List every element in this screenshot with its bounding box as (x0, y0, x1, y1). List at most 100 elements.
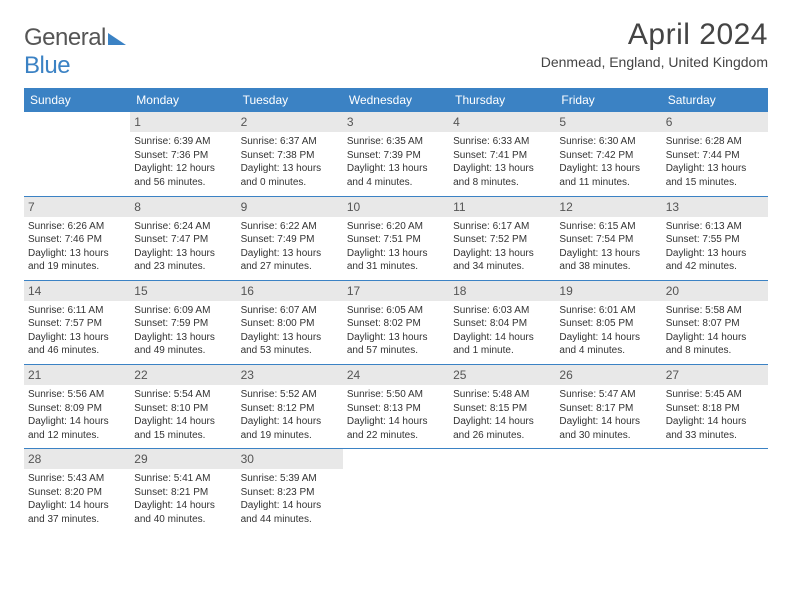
daylight-text: and 27 minutes. (241, 260, 339, 274)
location: Denmead, England, United Kingdom (541, 54, 768, 70)
daylight-text: and 22 minutes. (347, 429, 445, 443)
calendar-cell: 20Sunrise: 5:58 AMSunset: 8:07 PMDayligh… (662, 280, 768, 364)
daylight-text: and 49 minutes. (134, 344, 232, 358)
sunrise-text: Sunrise: 6:05 AM (347, 304, 445, 318)
calendar-cell: 18 Sunrise: 6:03 AMSunset: 8:04 PMDayligh… (449, 280, 555, 364)
day-number: 8 (130, 197, 236, 217)
daylight-text: Daylight: 14 hours (347, 415, 445, 429)
calendar-cell: 21Sunrise: 5:56 AMSunset: 8:09 PMDayligh… (24, 364, 130, 448)
calendar-cell: 14Sunrise: 6:11 AMSunset: 7:57 PMDayligh… (24, 280, 130, 364)
sunrise-text: Sunrise: 6:28 AM (666, 135, 764, 149)
calendar-cell: 25Sunrise: 5:48 AMSunset: 8:15 PMDayligh… (449, 364, 555, 448)
daylight-text: Daylight: 13 hours (241, 162, 339, 176)
daylight-text: and 57 minutes. (347, 344, 445, 358)
logo-part2: Blue (24, 52, 70, 79)
daylight-text: Daylight: 13 hours (453, 162, 551, 176)
calendar-cell: 2Sunrise: 6:37 AMSunset: 7:38 PMDaylight… (237, 112, 343, 196)
daylight-text: Daylight: 13 hours (347, 247, 445, 261)
sunset-text: Sunset: 7:47 PM (134, 233, 232, 247)
daylight-text: and 0 minutes. (241, 176, 339, 190)
sunrise-text: Sunrise: 6:13 AM (666, 220, 764, 234)
day-number: 19 (555, 281, 661, 301)
calendar-week-row: 21Sunrise: 5:56 AMSunset: 8:09 PMDayligh… (24, 364, 768, 448)
daylight-text: Daylight: 14 hours (453, 331, 551, 345)
sunrise-text: Sunrise: 6:37 AM (241, 135, 339, 149)
sunset-text: Sunset: 7:49 PM (241, 233, 339, 247)
weekday-header: Tuesday (237, 88, 343, 112)
daylight-text: Daylight: 14 hours (666, 415, 764, 429)
daylight-text: Daylight: 14 hours (28, 415, 126, 429)
calendar-cell: 26Sunrise: 5:47 AMSunset: 8:17 PMDayligh… (555, 364, 661, 448)
day-number: 20 (662, 281, 768, 301)
sunrise-text: Sunrise: 6:17 AM (453, 220, 551, 234)
sunset-text: Sunset: 8:04 PM (453, 317, 551, 331)
sunrise-text: Sunrise: 6:35 AM (347, 135, 445, 149)
calendar-cell: 28Sunrise: 5:43 AMSunset: 8:20 PMDayligh… (24, 449, 130, 533)
daylight-text: Daylight: 14 hours (28, 499, 126, 513)
day-number: 28 (24, 449, 130, 469)
calendar-cell (662, 449, 768, 533)
sunrise-text: Sunrise: 5:41 AM (134, 472, 232, 486)
calendar-cell: 12Sunrise: 6:15 AMSunset: 7:54 PMDayligh… (555, 196, 661, 280)
daylight-text: Daylight: 14 hours (559, 415, 657, 429)
daylight-text: Daylight: 12 hours (134, 162, 232, 176)
weekday-header: Saturday (662, 88, 768, 112)
sunrise-text: Sunrise: 5:45 AM (666, 388, 764, 402)
sunrise-text: Sunrise: 6:09 AM (134, 304, 232, 318)
sunrise-text: Sunrise: 5:56 AM (28, 388, 126, 402)
sunset-text: Sunset: 7:42 PM (559, 149, 657, 163)
header: General Blue April 2024 Denmead, England… (24, 18, 768, 80)
day-number: 24 (343, 365, 449, 385)
calendar-body: 1Sunrise: 6:39 AMSunset: 7:36 PMDaylight… (24, 112, 768, 533)
sunrise-text: Sunrise: 5:54 AM (134, 388, 232, 402)
weekday-header: Wednesday (343, 88, 449, 112)
daylight-text: and 31 minutes. (347, 260, 445, 274)
calendar-cell: 24Sunrise: 5:50 AMSunset: 8:13 PMDayligh… (343, 364, 449, 448)
day-number: 9 (237, 197, 343, 217)
sunrise-text: Sunrise: 5:39 AM (241, 472, 339, 486)
sunset-text: Sunset: 7:36 PM (134, 149, 232, 163)
calendar-cell: 10Sunrise: 6:20 AMSunset: 7:51 PMDayligh… (343, 196, 449, 280)
calendar-cell: 23Sunrise: 5:52 AMSunset: 8:12 PMDayligh… (237, 364, 343, 448)
sunrise-text: Sunrise: 6:30 AM (559, 135, 657, 149)
sunrise-text: Sunrise: 5:43 AM (28, 472, 126, 486)
day-number: 13 (662, 197, 768, 217)
daylight-text: and 30 minutes. (559, 429, 657, 443)
calendar-cell: 6Sunrise: 6:28 AMSunset: 7:44 PMDaylight… (662, 112, 768, 196)
daylight-text: and 19 minutes. (241, 429, 339, 443)
daylight-text: Daylight: 13 hours (134, 247, 232, 261)
logo: General Blue (24, 24, 126, 80)
sunset-text: Sunset: 8:15 PM (453, 402, 551, 416)
sunset-text: Sunset: 8:18 PM (666, 402, 764, 416)
day-number: 25 (449, 365, 555, 385)
calendar-cell: 22Sunrise: 5:54 AMSunset: 8:10 PMDayligh… (130, 364, 236, 448)
day-number: 27 (662, 365, 768, 385)
daylight-text: and 1 minute. (453, 344, 551, 358)
day-number: 17 (343, 281, 449, 301)
daylight-text: and 4 minutes. (559, 344, 657, 358)
calendar-cell: 7Sunrise: 6:26 AMSunset: 7:46 PMDaylight… (24, 196, 130, 280)
daylight-text: and 33 minutes. (666, 429, 764, 443)
daylight-text: Daylight: 13 hours (347, 331, 445, 345)
day-number: 15 (130, 281, 236, 301)
calendar-cell: 15Sunrise: 6:09 AMSunset: 7:59 PMDayligh… (130, 280, 236, 364)
daylight-text: and 8 minutes. (666, 344, 764, 358)
weekday-header: Monday (130, 88, 236, 112)
daylight-text: and 15 minutes. (134, 429, 232, 443)
day-number: 5 (555, 112, 661, 132)
sunrise-text: Sunrise: 6:03 AM (453, 304, 551, 318)
sunset-text: Sunset: 8:12 PM (241, 402, 339, 416)
daylight-text: and 23 minutes. (134, 260, 232, 274)
sunrise-text: Sunrise: 6:20 AM (347, 220, 445, 234)
sunrise-text: Sunrise: 5:58 AM (666, 304, 764, 318)
weekday-header: Thursday (449, 88, 555, 112)
day-number: 18 (449, 281, 555, 301)
day-number: 2 (237, 112, 343, 132)
daylight-text: Daylight: 13 hours (559, 247, 657, 261)
daylight-text: Daylight: 14 hours (241, 415, 339, 429)
daylight-text: Daylight: 13 hours (453, 247, 551, 261)
calendar-cell: 17Sunrise: 6:05 AMSunset: 8:02 PMDayligh… (343, 280, 449, 364)
daylight-text: and 12 minutes. (28, 429, 126, 443)
daylight-text: Daylight: 14 hours (241, 499, 339, 513)
calendar-cell (24, 112, 130, 196)
